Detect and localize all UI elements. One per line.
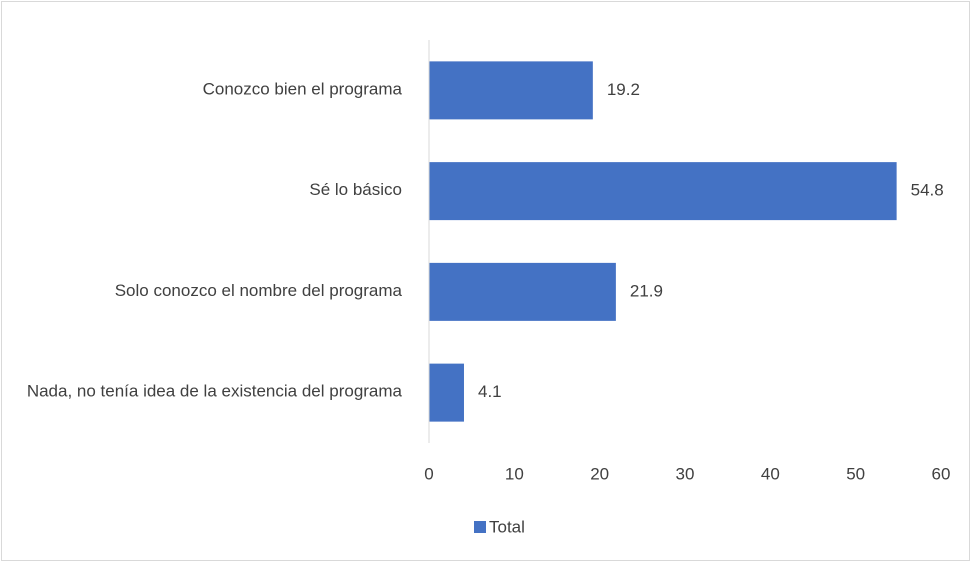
x-tick-label: 30 <box>676 464 695 483</box>
bar <box>429 262 616 321</box>
bar <box>429 61 593 120</box>
y-tick-label: Solo conozco el nombre del programa <box>115 281 403 300</box>
x-tick-label: 10 <box>505 464 524 483</box>
x-tick-label: 60 <box>932 464 951 483</box>
data-label: 21.9 <box>630 281 663 300</box>
x-tick-label: 20 <box>590 464 609 483</box>
y-tick-label: Sé lo básico <box>309 181 402 200</box>
bar <box>429 363 464 422</box>
data-label: 54.8 <box>911 181 944 200</box>
data-label: 4.1 <box>478 382 502 401</box>
x-tick-label: 0 <box>424 464 433 483</box>
y-tick-label: Conozco bien el programa <box>203 80 403 99</box>
legend-label: Total <box>489 517 525 536</box>
legend-swatch <box>474 521 486 533</box>
bar <box>429 162 897 221</box>
y-tick-label: Nada, no tenía idea de la existencia del… <box>27 382 403 401</box>
x-tick-label: 50 <box>846 464 865 483</box>
data-label: 19.2 <box>607 80 640 99</box>
x-tick-label: 40 <box>761 464 780 483</box>
